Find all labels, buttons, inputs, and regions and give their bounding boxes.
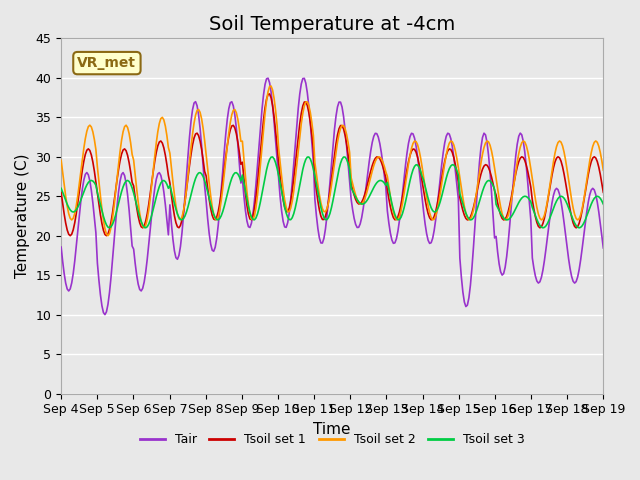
Title: Soil Temperature at -4cm: Soil Temperature at -4cm bbox=[209, 15, 455, 34]
X-axis label: Time: Time bbox=[314, 422, 351, 437]
Text: VR_met: VR_met bbox=[77, 56, 136, 70]
Y-axis label: Temperature (C): Temperature (C) bbox=[15, 154, 30, 278]
Legend: Tair, Tsoil set 1, Tsoil set 2, Tsoil set 3: Tair, Tsoil set 1, Tsoil set 2, Tsoil se… bbox=[135, 428, 530, 451]
